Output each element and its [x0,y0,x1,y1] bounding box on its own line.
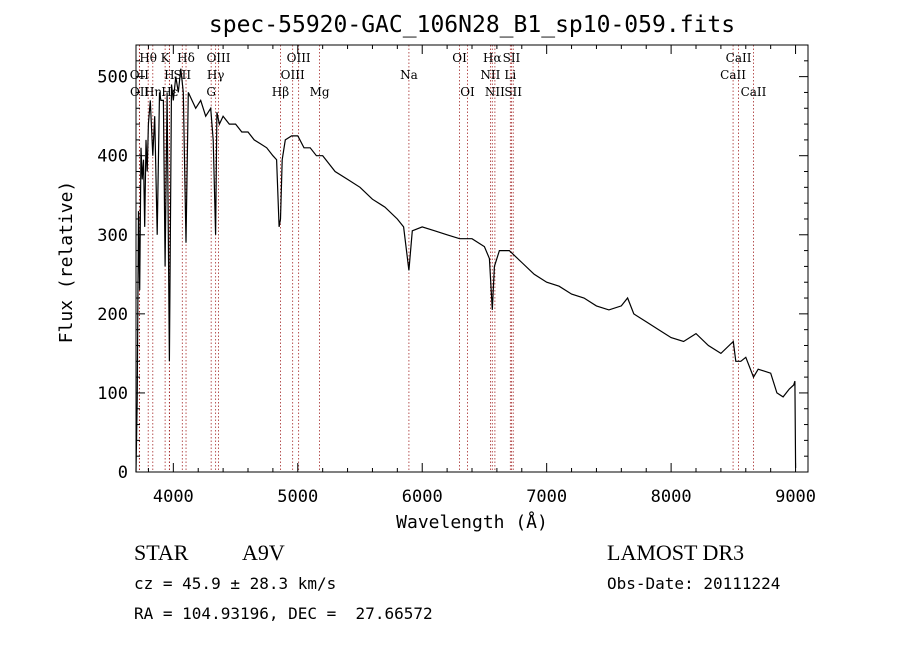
spectral-line-label: Li [504,68,516,82]
spectral-line-label: Mg [310,85,330,99]
spectral-line-markers [138,45,754,472]
spectral-line-label: OIII [206,51,230,65]
spectral-line-label: CaII [741,85,767,99]
object-subclass: A9V [242,540,285,565]
spectral-line-label: NII [485,85,505,99]
plot-frame [135,44,809,473]
spectral-line-label: G [206,85,216,99]
coordinates: RA = 104.93196, DEC = 27.66572 [134,604,433,623]
spectral-line-label: H [164,68,174,82]
spectral-line-label: Hα [483,51,502,65]
x-axis-ticks: 4000 5000 6000 7000 8000 9000 [147,45,816,507]
x-tick-label: 9000 [775,487,816,507]
spectral-line-label: SII [503,51,521,65]
x-tick-label: 5000 [277,487,318,507]
spectral-line-label: Hη [144,85,162,99]
survey-name: LAMOST DR3 [607,540,745,565]
spectral-line-label: NII [480,68,500,82]
spectral-line-label: SII [173,68,191,82]
y-tick-label: 100 [97,384,128,404]
spectral-line-label: OI [452,51,467,65]
chart-title: spec-55920-GAC_106N28_B1_sp10-059.fits [209,12,735,38]
spectral-line-label: OIII [287,51,311,65]
spectral-line-label: Na [400,68,418,82]
y-tick-label: 0 [118,463,128,483]
object-type: STAR [134,540,189,565]
spectral-line-label: OI [460,85,475,99]
spectral-line-label: OIII [281,68,305,82]
flux-series-line [135,68,797,473]
spectral-line-label: Hβ [272,85,289,99]
y-axis-label: Flux (relative) [56,181,77,344]
x-tick-label: 4000 [153,487,194,507]
observation-date: Obs-Date: 20111224 [607,574,781,593]
y-tick-label: 200 [97,305,128,325]
spectral-line-label: CaII [726,51,752,65]
spectral-line-label: Hθ [139,51,157,65]
spectral-line-label: Hδ [177,51,195,65]
x-tick-label: 8000 [651,487,692,507]
x-tick-label: 6000 [402,487,443,507]
y-tick-label: 500 [97,68,128,88]
x-axis-label: Wavelength (Å) [396,511,548,533]
spectral-line-label: Hε [161,85,178,99]
redshift-value: cz = 45.9 ± 28.3 km/s [134,574,337,593]
spectral-line-label: Hγ [207,68,225,82]
y-tick-label: 400 [97,147,128,167]
y-tick-label: 300 [97,226,128,246]
spectral-line-label: SII [504,85,522,99]
spectral-line-label: OII [130,68,150,82]
spectral-line-label: CaII [720,68,746,82]
x-tick-label: 7000 [526,487,567,507]
spectral-line-label: K [161,51,171,65]
y-axis-ticks: 0 100 200 300 400 500 [97,60,808,483]
